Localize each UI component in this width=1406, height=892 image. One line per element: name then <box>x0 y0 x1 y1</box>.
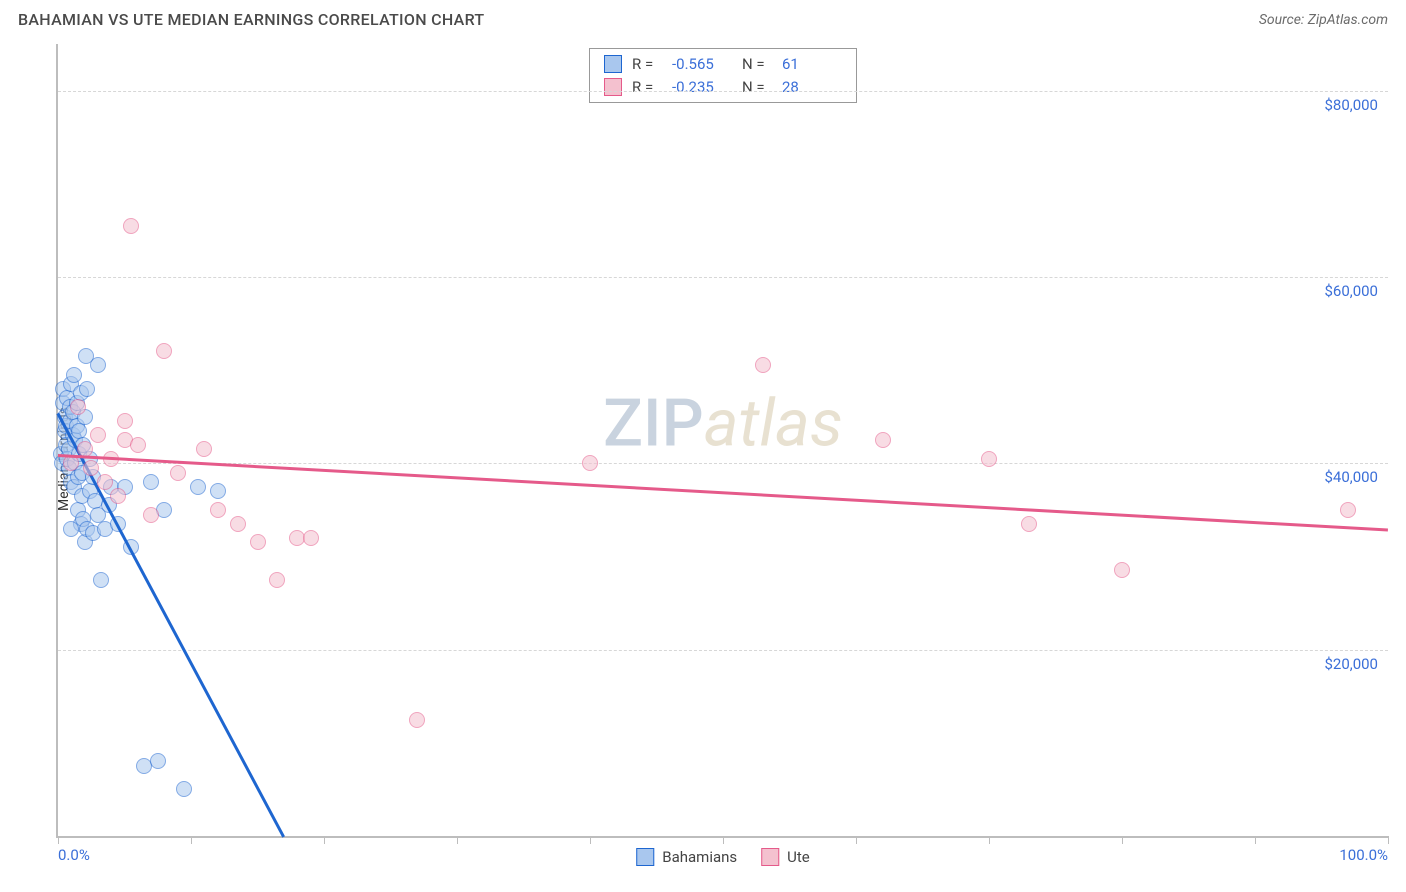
swatch-bahamians <box>604 55 622 73</box>
chart-container: Median Earnings ZIPatlas R = -0.565 N = … <box>18 44 1388 874</box>
data-point-ute <box>755 357 771 373</box>
swatch-ute <box>761 848 779 866</box>
data-point-ute <box>230 516 246 532</box>
x-tick <box>1122 836 1123 844</box>
data-point-ute <box>123 218 139 234</box>
x-tick <box>856 836 857 844</box>
n-label: N = <box>742 53 772 76</box>
data-point-ute <box>170 465 186 481</box>
data-point-ute <box>409 712 425 728</box>
swatch-bahamians <box>636 848 654 866</box>
legend-item-ute: Ute <box>761 848 810 866</box>
gridline <box>58 463 1388 464</box>
data-point-bahamians <box>79 381 95 397</box>
data-point-ute <box>1021 516 1037 532</box>
legend-stats-row-ute: R = -0.235 N = 28 <box>604 76 842 99</box>
y-tick-label: $60,000 <box>1324 282 1378 300</box>
x-tick <box>324 836 325 844</box>
watermark: ZIPatlas <box>603 386 843 463</box>
x-tick <box>58 836 59 844</box>
watermark-zip: ZIP <box>603 386 704 463</box>
n-label: N = <box>742 76 772 99</box>
data-point-ute <box>210 502 226 518</box>
data-point-ute <box>250 534 266 550</box>
data-point-ute <box>981 451 997 467</box>
data-point-bahamians <box>190 479 206 495</box>
y-tick-label: $20,000 <box>1324 655 1378 673</box>
data-point-ute <box>110 488 126 504</box>
x-tick <box>1388 836 1389 844</box>
watermark-atlas: atlas <box>704 386 843 463</box>
data-point-ute <box>196 441 212 457</box>
data-point-bahamians <box>63 521 79 537</box>
data-point-bahamians <box>150 753 166 769</box>
n-value-ute: 28 <box>782 76 842 99</box>
legend-series: Bahamians Ute <box>636 848 810 866</box>
data-point-ute <box>83 460 99 476</box>
trend-line-ute <box>58 454 1388 531</box>
legend-label-ute: Ute <box>787 848 810 866</box>
gridline <box>58 277 1388 278</box>
y-tick-label: $40,000 <box>1324 468 1378 486</box>
x-tick <box>723 836 724 844</box>
data-point-bahamians <box>176 781 192 797</box>
x-tick <box>1255 836 1256 844</box>
x-tick <box>590 836 591 844</box>
r-label: R = <box>632 53 662 76</box>
data-point-bahamians <box>210 483 226 499</box>
data-point-ute <box>269 572 285 588</box>
data-point-ute <box>303 530 319 546</box>
chart-header: BAHAMIAN VS UTE MEDIAN EARNINGS CORRELAT… <box>0 0 1406 35</box>
data-point-ute <box>875 432 891 448</box>
chart-title: BAHAMIAN VS UTE MEDIAN EARNINGS CORRELAT… <box>18 10 484 29</box>
r-value-bahamians: -0.565 <box>672 53 732 76</box>
x-tick <box>457 836 458 844</box>
x-axis-min: 0.0% <box>58 846 90 864</box>
data-point-ute <box>70 399 86 415</box>
data-point-ute <box>90 427 106 443</box>
gridline <box>58 650 1388 651</box>
y-tick-label: $80,000 <box>1324 96 1378 114</box>
x-tick <box>191 836 192 844</box>
data-point-ute <box>130 437 146 453</box>
data-point-bahamians <box>78 348 94 364</box>
swatch-ute <box>604 78 622 96</box>
data-point-ute <box>63 455 79 471</box>
x-axis-max: 100.0% <box>1339 846 1388 864</box>
data-point-ute <box>97 474 113 490</box>
data-point-bahamians <box>66 367 82 383</box>
legend-stats-row-bahamians: R = -0.565 N = 61 <box>604 53 842 76</box>
chart-source: Source: ZipAtlas.com <box>1259 12 1388 28</box>
x-tick <box>989 836 990 844</box>
plot-area: ZIPatlas R = -0.565 N = 61 R = -0.235 N … <box>56 44 1388 838</box>
data-point-ute <box>156 343 172 359</box>
data-point-ute <box>1340 502 1356 518</box>
legend-item-bahamians: Bahamians <box>636 848 737 866</box>
legend-label-bahamians: Bahamians <box>662 848 737 866</box>
data-point-bahamians <box>93 572 109 588</box>
gridline <box>58 91 1388 92</box>
data-point-ute <box>582 455 598 471</box>
data-point-bahamians <box>143 474 159 490</box>
data-point-ute <box>143 507 159 523</box>
r-label: R = <box>632 76 662 99</box>
n-value-bahamians: 61 <box>782 53 842 76</box>
legend-stats: R = -0.565 N = 61 R = -0.235 N = 28 <box>589 48 857 103</box>
data-point-ute <box>1114 562 1130 578</box>
r-value-ute: -0.235 <box>672 76 732 99</box>
data-point-ute <box>117 413 133 429</box>
